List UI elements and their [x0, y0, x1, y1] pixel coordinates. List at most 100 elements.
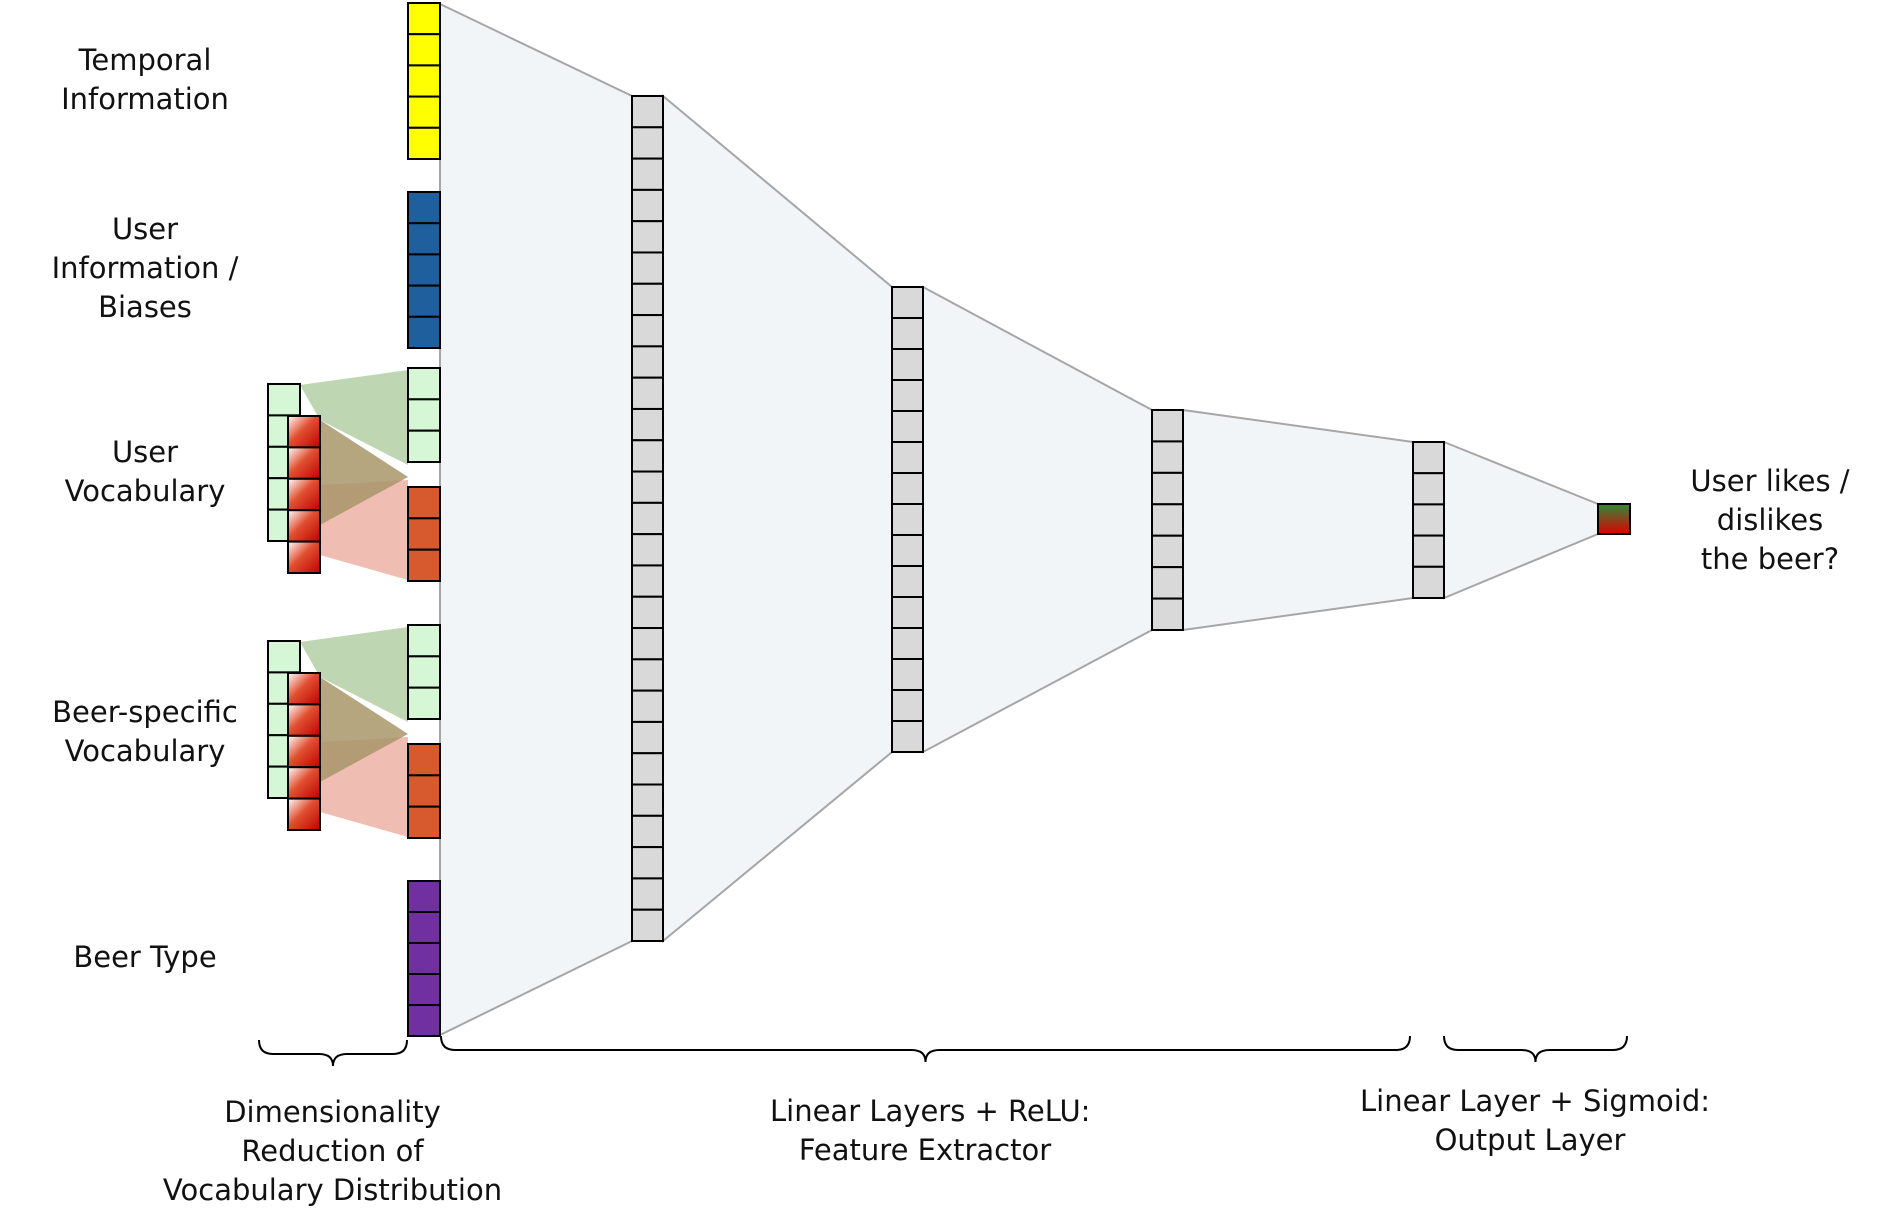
brace-feature-extractor: [440, 1035, 1411, 1063]
input-user-info: [407, 191, 441, 349]
hidden-layer-2: [891, 286, 924, 753]
hidden-layer-1-unit: [631, 595, 664, 630]
label-user-information-biases: User Information / Biases: [51, 212, 239, 324]
hidden-layer-4-unit: [1412, 472, 1445, 506]
input-user-info-unit: [407, 191, 441, 225]
hidden-layer-1-unit: [631, 658, 664, 692]
user-vocab-overlap-projection: [320, 420, 408, 525]
hidden-layer-2-unit: [891, 534, 924, 567]
hidden-layer-2-unit: [891, 379, 924, 412]
user-vocab-red-distribution-unit: [287, 540, 321, 574]
input-user-vocab-green-unit: [407, 398, 441, 432]
hidden-layer-3-unit: [1151, 534, 1184, 569]
user-vocab-red-distribution-unit: [287, 446, 321, 480]
user-vocab-red-distribution: [287, 415, 321, 574]
user-vocab-red-distribution-unit: [287, 509, 321, 543]
hidden-layer-2-unit: [891, 503, 924, 536]
brace-dimensionality-reduction: [258, 1039, 408, 1067]
hidden-layer-1-unit: [631, 627, 664, 661]
hidden-layer-1: [631, 95, 664, 942]
input-user-vocab-red-unit: [407, 486, 441, 520]
input-beer-type-unit: [407, 942, 441, 975]
connection-hidden4-to-output: [1443, 440, 1599, 600]
hidden-layer-1-unit: [631, 439, 664, 473]
hidden-layer-2-unit: [891, 286, 924, 319]
input-temporal: [407, 2, 441, 161]
label-dimensionality-reduction: Dimensionality Reduction of Vocabulary Dis…: [162, 1095, 503, 1207]
hidden-layer-3-unit: [1151, 597, 1184, 631]
hidden-layer-1-unit: [631, 877, 664, 911]
hidden-layer-2-unit: [891, 441, 924, 474]
hidden-layer-2-unit: [891, 720, 924, 753]
hidden-layer-1-unit: [631, 533, 664, 567]
hidden-layer-1-unit: [631, 689, 664, 723]
input-temporal-unit: [407, 2, 441, 36]
input-user-info-unit: [407, 253, 441, 287]
input-temporal-unit: [407, 64, 441, 98]
connection-input-to-hidden1: [439, 2, 633, 1037]
hidden-layer-4-unit: [1412, 534, 1445, 568]
input-beer-vocab-red-unit: [407, 805, 441, 840]
beer-vocab-red-distribution-unit: [287, 672, 321, 706]
beer-vocab-overlap-projection: [320, 677, 408, 782]
label-temporal-information: Temporal Information: [61, 43, 229, 116]
user-vocab-green-projection: [300, 370, 408, 465]
beer-vocab-red-distribution-unit: [287, 734, 321, 769]
connection-hidden1-to-hidden2: [662, 93, 893, 944]
hidden-layer-4-unit: [1412, 441, 1445, 475]
input-temporal-unit: [407, 95, 441, 129]
input-beer-type-unit: [407, 1004, 441, 1037]
hidden-layer-4: [1412, 441, 1445, 599]
user-vocab-red-distribution-unit: [287, 415, 321, 449]
hidden-layer-2-unit: [891, 348, 924, 381]
beer-vocab-red-distribution-unit: [287, 703, 321, 737]
hidden-layer-1-unit: [631, 814, 664, 849]
input-temporal-unit: [407, 33, 441, 67]
input-user-vocab-red: [407, 486, 441, 583]
hidden-layer-3-unit: [1151, 471, 1184, 506]
hidden-layer-1-unit: [631, 470, 664, 504]
hidden-layer-1-unit: [631, 126, 664, 160]
hidden-layer-1-unit: [631, 314, 664, 348]
input-user-vocab-green-unit: [407, 367, 441, 401]
hidden-layer-1-unit: [631, 251, 664, 285]
hidden-layer-3-unit: [1151, 440, 1184, 474]
hidden-layer-2-unit: [891, 689, 924, 722]
hidden-layer-3-unit: [1151, 409, 1184, 443]
input-user-vocab-green-unit: [407, 429, 441, 463]
hidden-layer-2-unit: [891, 410, 924, 443]
input-beer-type: [407, 880, 441, 1037]
beer-vocab-green-distribution-unit: [267, 640, 301, 674]
connection-hidden2-to-hidden3: [922, 285, 1153, 754]
input-user-vocab-green: [407, 367, 441, 463]
user-vocab-green-distribution-unit: [267, 383, 301, 417]
hidden-layer-3: [1151, 409, 1184, 631]
hidden-layer-3-unit: [1151, 566, 1184, 600]
layer-connections: [439, 2, 1599, 1037]
connection-hidden3-to-hidden4: [1182, 408, 1414, 632]
hidden-layer-1-unit: [631, 220, 664, 254]
beer-vocab-red-distribution-unit: [287, 797, 321, 831]
hidden-layer-1-unit: [631, 376, 664, 410]
hidden-layer-2-unit: [891, 565, 924, 598]
beer-vocab-red-distribution-unit: [287, 766, 321, 800]
label-user-vocabulary: User Vocabulary: [64, 435, 226, 508]
beer-vocab-green-projection: [300, 627, 408, 722]
input-beer-vocab-green-unit: [407, 686, 441, 721]
hidden-layer-1-unit: [631, 95, 664, 129]
input-user-info-unit: [407, 222, 441, 256]
input-beer-vocab-green-unit: [407, 624, 441, 658]
input-user-info-unit: [407, 315, 441, 349]
hidden-layer-2-unit: [891, 658, 924, 691]
label-output-question: User likes / dislikes the beer?: [1690, 464, 1850, 576]
hidden-layer-1-unit: [631, 846, 664, 880]
hidden-layer-4-unit: [1412, 503, 1445, 537]
hidden-layer-1-unit: [631, 564, 664, 598]
input-beer-vocab-red-unit: [407, 774, 441, 808]
input-beer-type-unit: [407, 911, 441, 944]
beer-vocab-group: [267, 627, 408, 837]
hidden-layer-1-unit: [631, 908, 664, 942]
input-beer-type-unit: [407, 973, 441, 1006]
